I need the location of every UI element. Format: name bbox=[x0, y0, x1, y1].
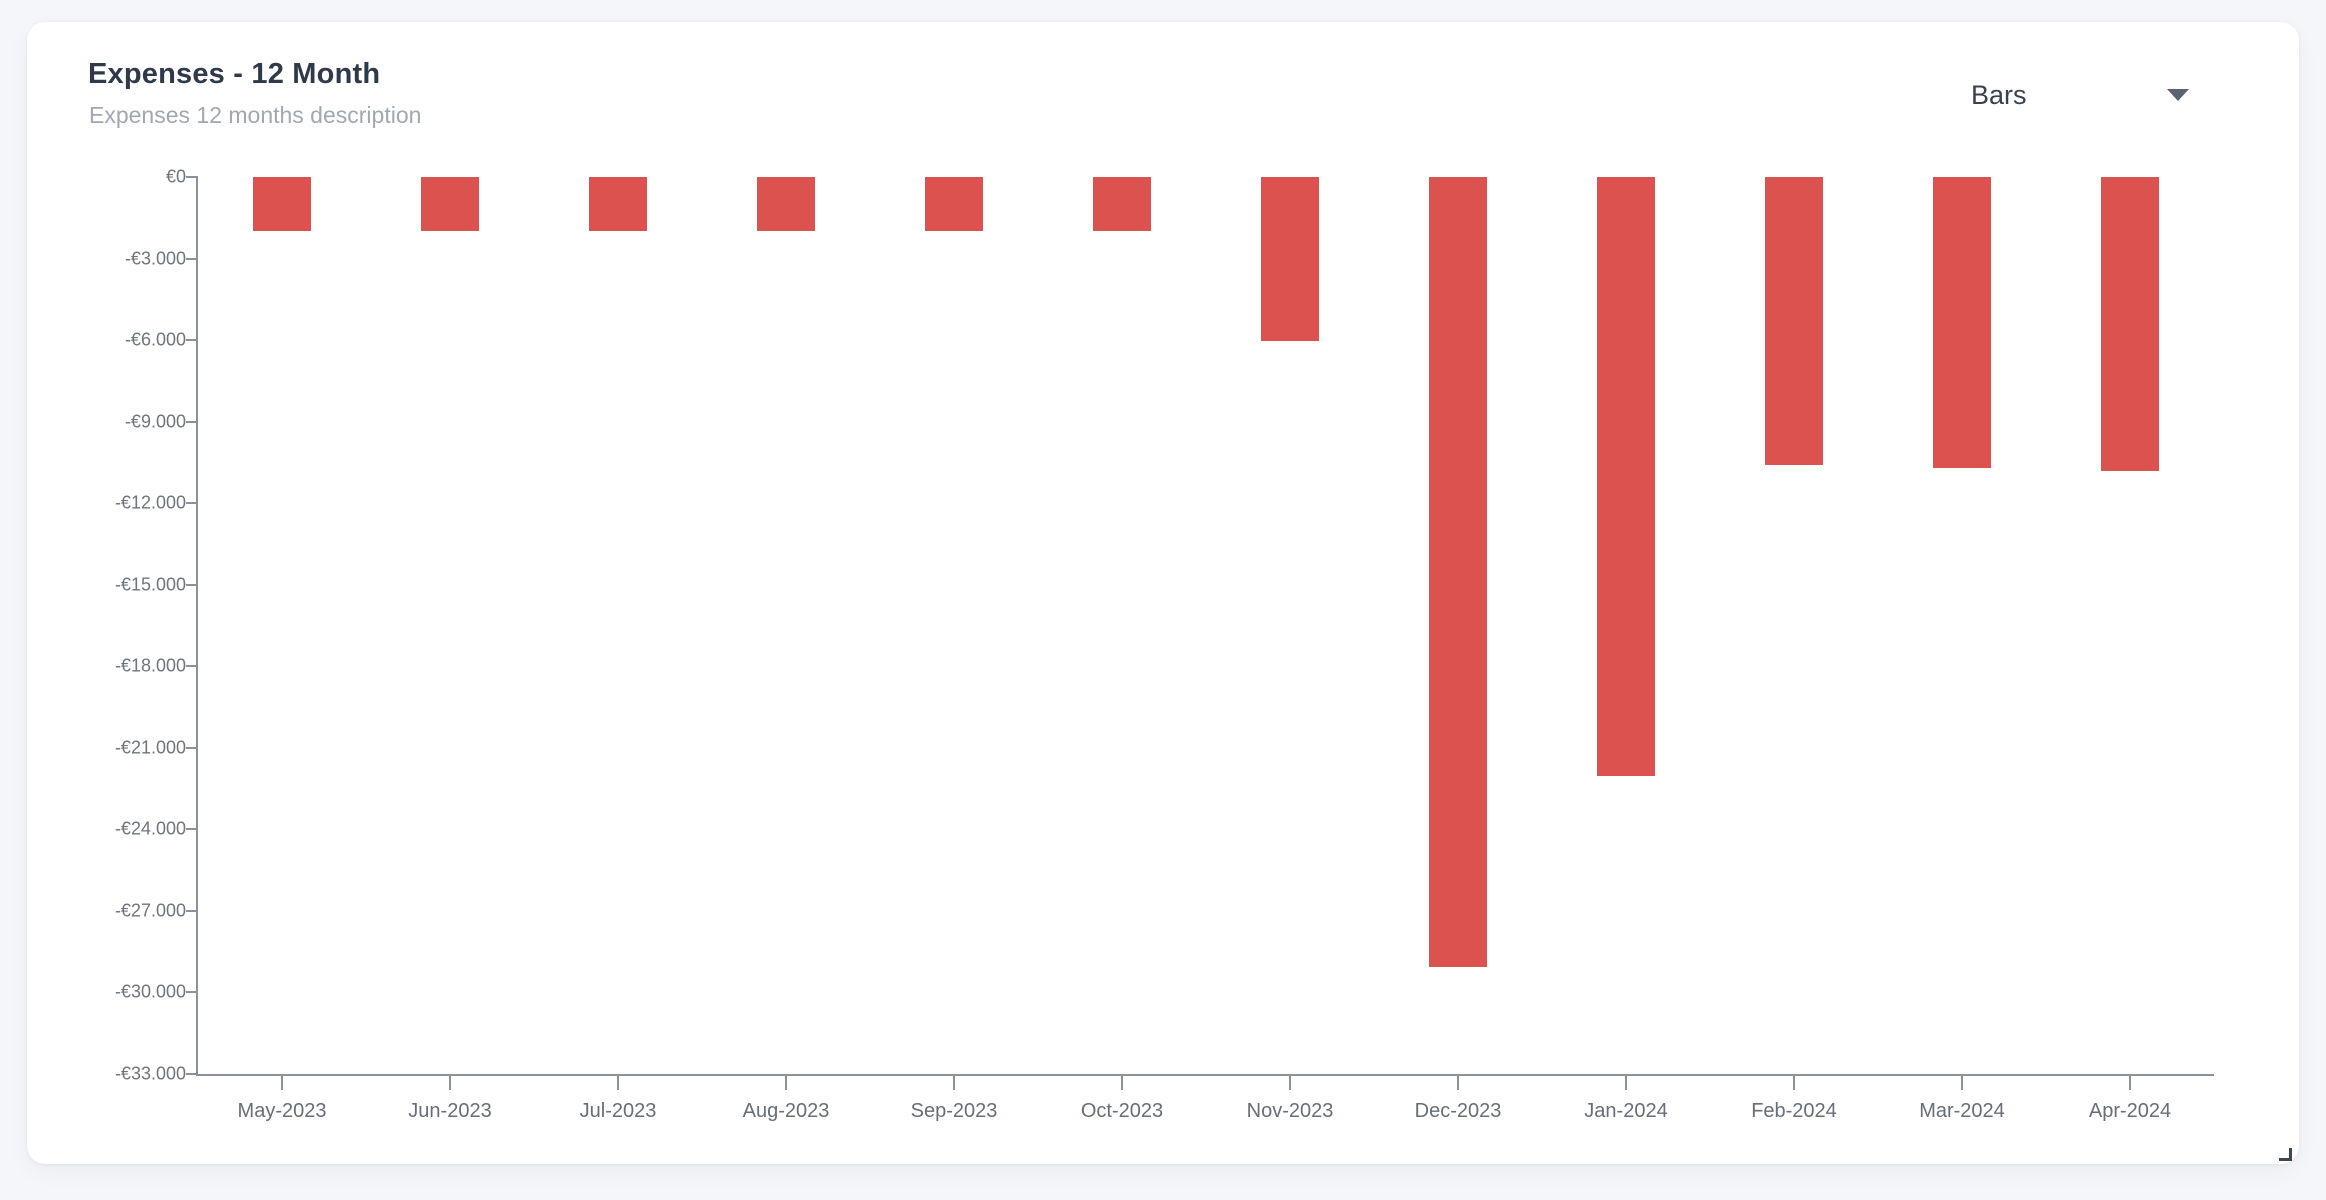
x-axis-tick-label: Nov-2023 bbox=[1246, 1100, 1334, 1122]
x-axis-tick bbox=[1121, 1076, 1123, 1090]
y-axis-tick-label: -€24.000 bbox=[114, 818, 186, 839]
y-axis-tick bbox=[186, 909, 196, 912]
caret-down-icon bbox=[2167, 89, 2189, 101]
x-axis-tick bbox=[281, 1076, 283, 1090]
y-axis-tick bbox=[186, 828, 196, 831]
x-axis-line bbox=[196, 1074, 2214, 1076]
bar-mar-2024[interactable] bbox=[1933, 177, 1991, 468]
y-axis-tick-label: -€33.000 bbox=[114, 1063, 186, 1084]
y-axis-tick bbox=[186, 420, 196, 423]
bar-feb-2024[interactable] bbox=[1765, 177, 1823, 466]
x-axis-tick bbox=[1289, 1076, 1291, 1090]
y-axis-tick-label: -€18.000 bbox=[114, 655, 186, 676]
y-axis-tick-label: €0 bbox=[165, 166, 186, 187]
x-axis-tick-label: Jul-2023 bbox=[579, 1100, 657, 1122]
bar-jan-2024[interactable] bbox=[1597, 177, 1655, 777]
y-axis-tick bbox=[186, 991, 196, 994]
x-axis-tick bbox=[617, 1076, 619, 1090]
page-title: Expenses - 12 Month bbox=[88, 58, 381, 90]
bar-may-2023[interactable] bbox=[253, 177, 311, 232]
y-axis-tick-label: -€27.000 bbox=[114, 900, 186, 921]
y-axis-tick bbox=[186, 1073, 196, 1075]
y-axis-tick-label: -€21.000 bbox=[114, 737, 186, 758]
x-axis-tick-label: Feb-2024 bbox=[1751, 1100, 1837, 1122]
x-axis-tick bbox=[953, 1076, 955, 1090]
y-axis-line bbox=[196, 176, 198, 1075]
chart-card: Expenses - 12 Month Expenses 12 months d… bbox=[27, 22, 2299, 1164]
chart-plot: €0 -€3.000 -€6.000 -€9.000 -€12.000 -€15.000 -… bbox=[27, 22, 2299, 1164]
bar-apr-2024[interactable] bbox=[2101, 177, 2159, 471]
y-axis-tick-label: -€30.000 bbox=[114, 981, 186, 1002]
bar-dec-2023[interactable] bbox=[1429, 177, 1487, 967]
y-axis-tick-label: -€12.000 bbox=[114, 492, 186, 513]
x-axis-tick bbox=[449, 1076, 451, 1090]
y-axis-tick-label: -€9.000 bbox=[124, 411, 186, 432]
y-axis-tick-label: -€3.000 bbox=[124, 248, 186, 269]
bar-nov-2023[interactable] bbox=[1261, 177, 1319, 342]
y-axis-tick bbox=[186, 665, 196, 668]
y-axis-tick bbox=[186, 257, 196, 260]
y-axis-tick bbox=[186, 502, 196, 505]
y-axis-tick bbox=[186, 339, 196, 342]
bar-aug-2023[interactable] bbox=[757, 177, 815, 232]
bar-sep-2023[interactable] bbox=[925, 177, 983, 232]
x-axis-tick-label: Dec-2023 bbox=[1414, 1100, 1502, 1122]
x-axis-tick-label: Oct-2023 bbox=[1080, 1100, 1164, 1122]
x-axis-tick-label: Mar-2024 bbox=[1919, 1100, 2005, 1122]
chart-type-value: Bars bbox=[1971, 79, 2027, 110]
bar-jul-2023[interactable] bbox=[589, 177, 647, 232]
bar-oct-2023[interactable] bbox=[1093, 177, 1151, 232]
page-subtitle: Expenses 12 months description bbox=[89, 102, 422, 128]
chart-type-select[interactable]: Bars bbox=[1971, 74, 2189, 116]
x-axis-tick bbox=[1793, 1076, 1795, 1090]
y-axis-tick-label: -€15.000 bbox=[114, 574, 186, 595]
x-axis-tick bbox=[1625, 1076, 1627, 1090]
bar-jun-2023[interactable] bbox=[421, 177, 479, 232]
x-axis-tick bbox=[1961, 1076, 1963, 1090]
x-axis-tick-label: May-2023 bbox=[237, 1100, 327, 1122]
x-axis-tick-label: Apr-2024 bbox=[2088, 1100, 2172, 1122]
resize-corner-icon[interactable] bbox=[2279, 1148, 2292, 1161]
x-axis-tick bbox=[1457, 1076, 1459, 1090]
y-axis-tick-label: -€6.000 bbox=[124, 329, 186, 350]
x-axis-tick-label: Jun-2023 bbox=[408, 1100, 492, 1122]
y-axis-tick bbox=[186, 746, 196, 749]
x-axis-tick-label: Jan-2024 bbox=[1584, 1100, 1668, 1122]
y-axis-tick bbox=[186, 176, 196, 178]
x-axis-tick bbox=[2129, 1076, 2131, 1090]
x-axis-tick-label: Sep-2023 bbox=[910, 1100, 998, 1122]
x-axis-tick bbox=[785, 1076, 787, 1090]
x-axis-tick-label: Aug-2023 bbox=[742, 1100, 830, 1122]
y-axis-tick bbox=[186, 583, 196, 586]
